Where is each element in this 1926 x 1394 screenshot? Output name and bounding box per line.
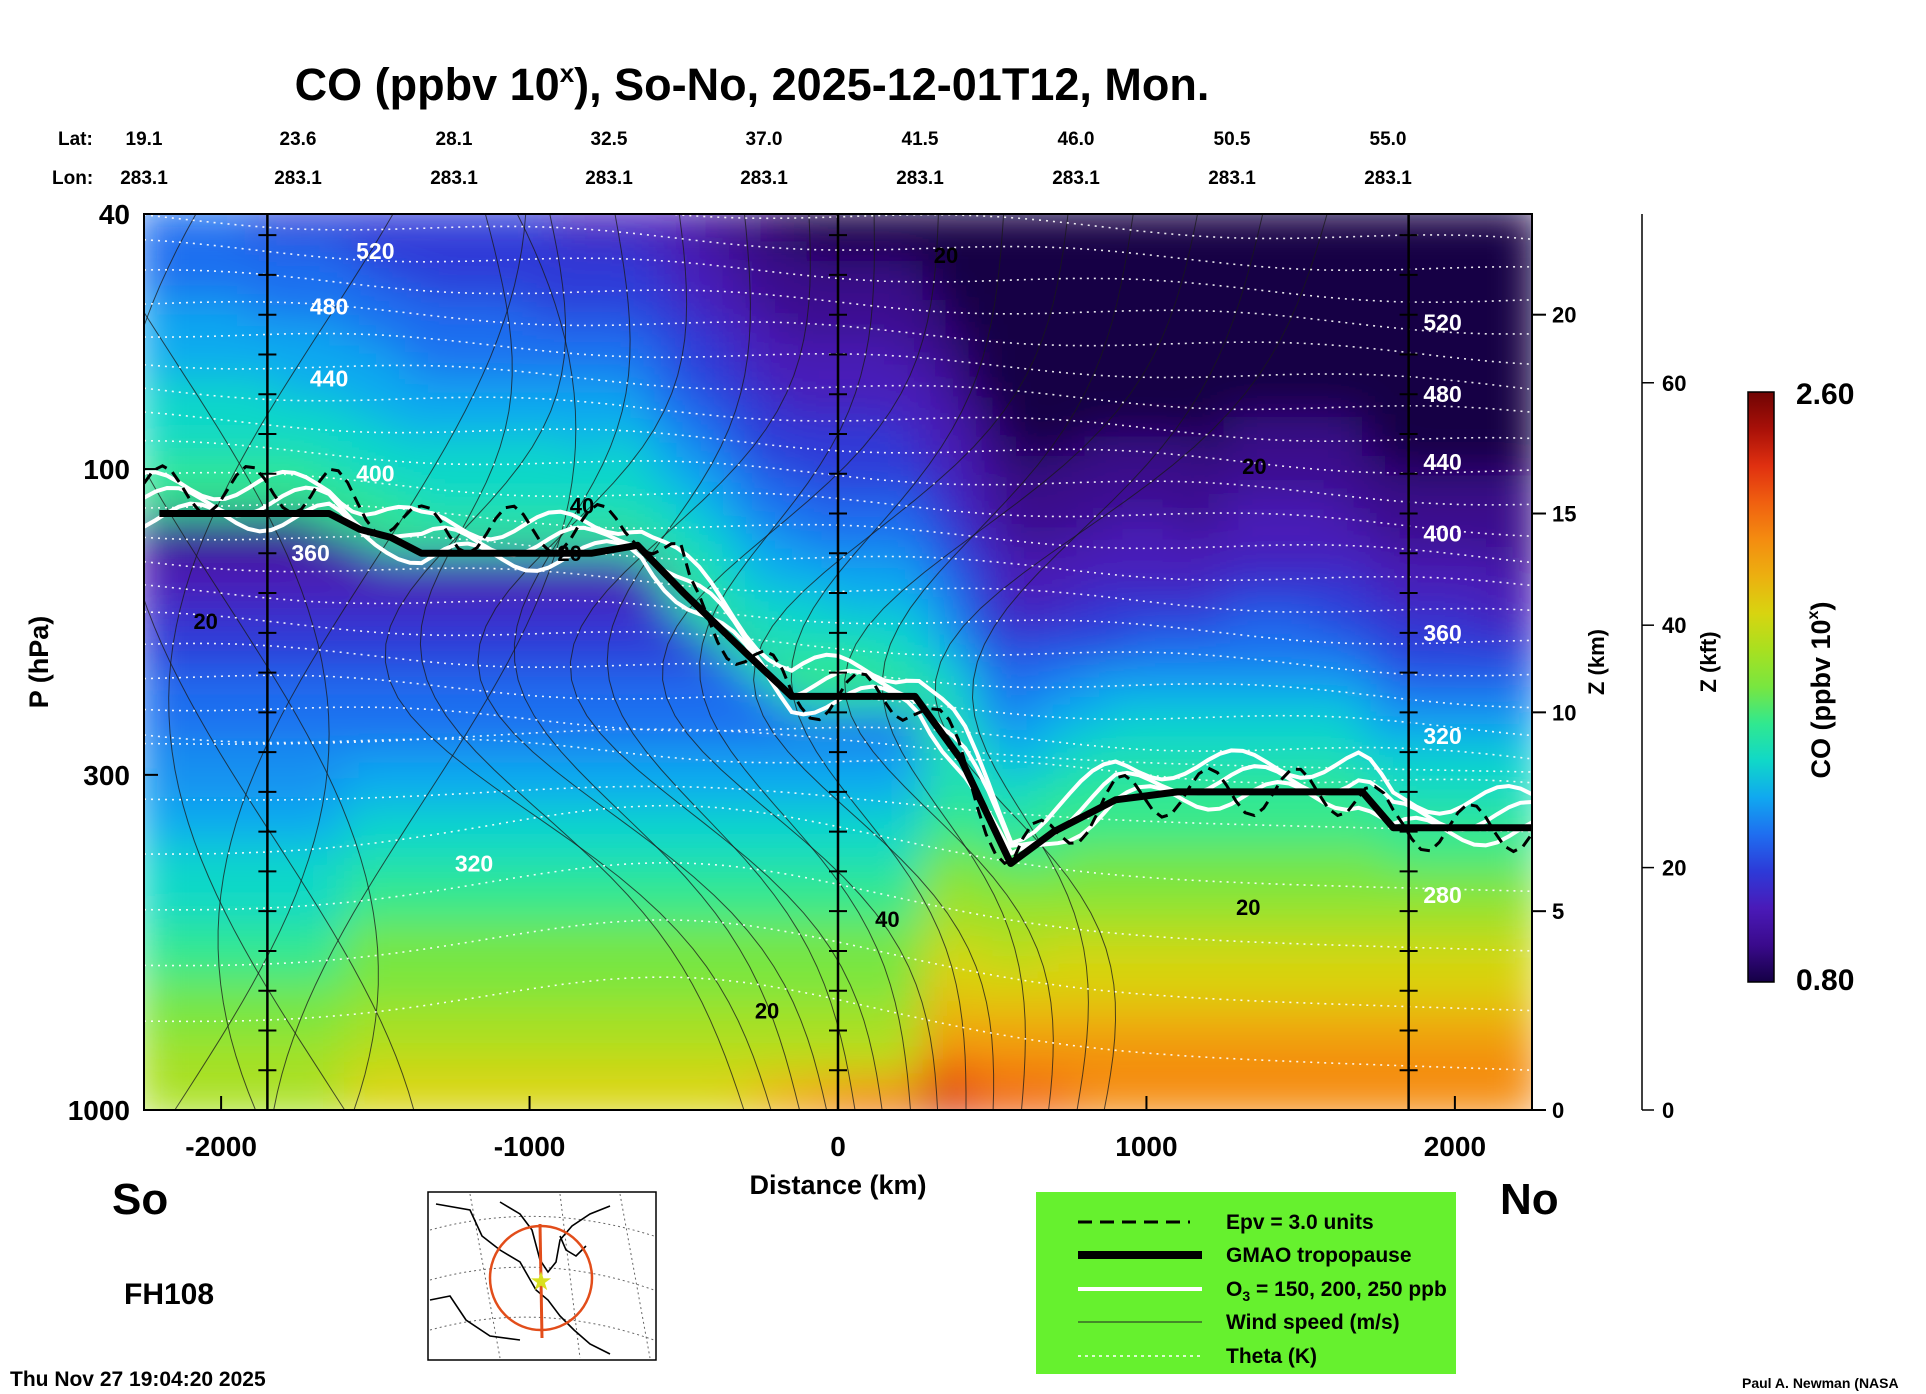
lat-value: 46.0 <box>1058 129 1095 150</box>
lat-value: 37.0 <box>746 129 783 150</box>
z-kft-tick-label: 20 <box>1662 856 1686 881</box>
theta-label: 320 <box>455 850 493 876</box>
lon-value: 283.1 <box>274 168 322 189</box>
theta-label: 520 <box>356 238 394 264</box>
colorbar-max-label: 2.60 <box>1796 378 1854 411</box>
lat-value: 32.5 <box>591 129 628 150</box>
legend-tropopause-label: GMAO tropopause <box>1226 1244 1412 1267</box>
p-tick-label: 100 <box>83 454 130 485</box>
x-axis-label: Distance (km) <box>749 1170 926 1200</box>
lat-value: 19.1 <box>126 129 163 150</box>
z-kft-tick-label: 0 <box>1662 1098 1674 1123</box>
legend-wind-label: Wind speed (m/s) <box>1226 1311 1400 1334</box>
wind-label: 40 <box>875 907 899 932</box>
z-km-tick-label: 0 <box>1552 1098 1564 1123</box>
lat-value: 23.6 <box>280 129 317 150</box>
p-tick-label: 1000 <box>68 1095 130 1126</box>
wind-label: 20 <box>557 541 581 566</box>
x-tick-label: 2000 <box>1424 1131 1486 1162</box>
lon-value: 283.1 <box>1052 168 1100 189</box>
colorbar-label: CO (ppbv 10x) <box>1805 602 1836 779</box>
z-km-tick-label: 10 <box>1552 700 1576 725</box>
legend-ozone-label: O3 = 150, 200, 250 ppb <box>1226 1278 1447 1304</box>
chart-title: CO (ppbv 10x), So-No, 2025-12-01T12, Mon… <box>295 58 1210 110</box>
lon-value: 283.1 <box>1208 168 1256 189</box>
colorbar <box>1747 391 1775 983</box>
forecast-hour: FH108 <box>124 1278 214 1311</box>
z-km-tick-label: 5 <box>1552 899 1564 924</box>
x-tick-label: 0 <box>830 1131 846 1162</box>
x-tick-label: -1000 <box>494 1131 566 1162</box>
lon-value: 283.1 <box>120 168 168 189</box>
theta-label: 440 <box>1423 449 1461 475</box>
p-tick-label: 300 <box>83 760 130 791</box>
z-kft-axis-label: Z (kft) <box>1696 631 1721 692</box>
x-tick-label: 1000 <box>1115 1131 1177 1162</box>
colorbar-min-label: 0.80 <box>1796 964 1854 997</box>
x-tick-label: -2000 <box>185 1131 257 1162</box>
z-km-tick-label: 20 <box>1552 303 1576 328</box>
legend: Epv = 3.0 units GMAO tropopause O3 = 150… <box>1036 1192 1456 1374</box>
wind-label: 20 <box>1242 454 1266 479</box>
theta-label: 360 <box>291 540 329 566</box>
z-kft-tick-label: 40 <box>1662 613 1686 638</box>
lon-value: 283.1 <box>585 168 633 189</box>
z-km-axis-label: Z (km) <box>1584 629 1609 695</box>
z-km-tick-label: 15 <box>1552 502 1576 527</box>
lat-lon-labels: 19.1 23.6 28.1 32.5 37.0 41.5 46.0 50.5 55.0 283.… <box>120 129 1412 189</box>
wind-label: 20 <box>934 243 958 268</box>
theta-label: 360 <box>1423 620 1461 646</box>
theta-label: 480 <box>1423 381 1461 407</box>
lat-row-label: Lat: <box>58 129 93 150</box>
theta-label: 280 <box>1423 882 1461 908</box>
theta-label: 400 <box>1423 520 1461 546</box>
theta-label: 320 <box>1423 723 1461 749</box>
legend-theta-label: Theta (K) <box>1226 1345 1317 1368</box>
wind-label: 20 <box>1236 895 1260 920</box>
lat-value: 28.1 <box>436 129 473 150</box>
lon-value: 283.1 <box>896 168 944 189</box>
z-kft-tick-label: 60 <box>1662 371 1686 396</box>
star-icon: ★ <box>529 1266 552 1296</box>
theta-label: 440 <box>310 365 348 391</box>
wind-label: 20 <box>755 999 779 1024</box>
south-label: So <box>112 1175 168 1224</box>
credit: Paul A. Newman (NASA <box>1742 1375 1899 1391</box>
lon-row-label: Lon: <box>52 168 93 189</box>
theta-label: 520 <box>1423 310 1461 336</box>
co-field <box>144 214 1532 1110</box>
theta-label: 400 <box>356 461 394 487</box>
legend-epv-label: Epv = 3.0 units <box>1226 1211 1374 1234</box>
wind-label: 20 <box>193 609 217 634</box>
lon-value: 283.1 <box>740 168 788 189</box>
lat-value: 55.0 <box>1370 129 1407 150</box>
plot-area: 520 480 440 400 360 520 480 440 400 360 320 320 280 2… <box>144 214 1532 1110</box>
lon-value: 283.1 <box>1364 168 1412 189</box>
lon-value: 283.1 <box>430 168 478 189</box>
theta-label: 480 <box>310 294 348 320</box>
inset-map: ★ <box>427 1191 657 1361</box>
lat-value: 41.5 <box>902 129 939 150</box>
lat-value: 50.5 <box>1214 129 1251 150</box>
y-axis-label: P (hPa) <box>24 616 54 709</box>
north-label: No <box>1500 1175 1559 1224</box>
p-tick-label: 40 <box>99 199 130 230</box>
field-cell <box>1500 214 1532 242</box>
timestamp: Thu Nov 27 19:04:20 2025 <box>10 1368 266 1391</box>
wind-label: 40 <box>570 494 594 519</box>
